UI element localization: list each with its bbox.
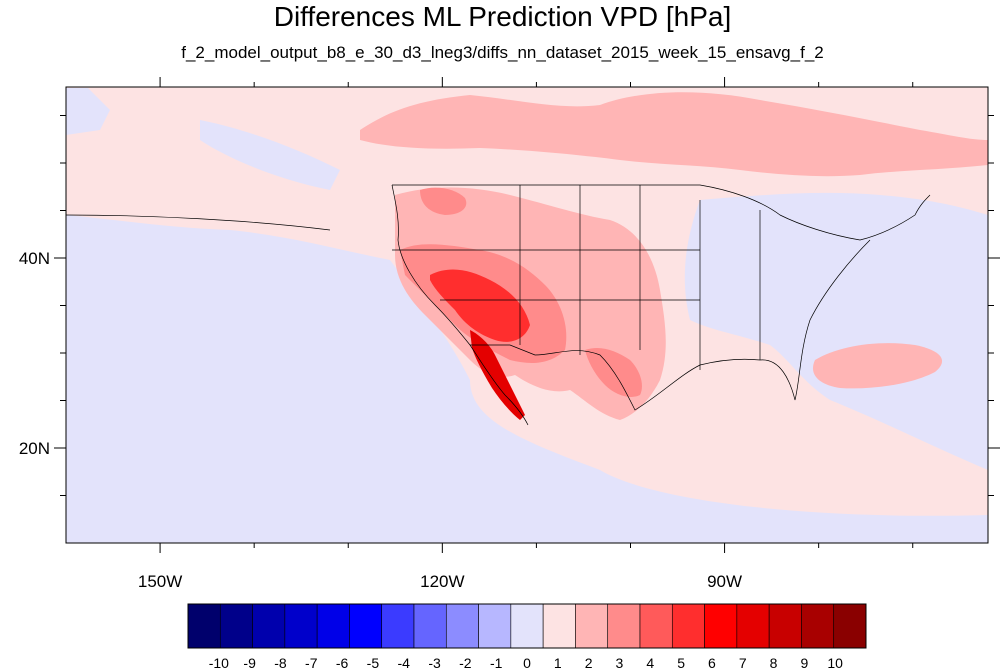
colorbar-label: 9 [800, 655, 808, 671]
colorbar-swatch [671, 603, 705, 649]
colorbar-label: 8 [770, 655, 778, 671]
colorbar-swatch [381, 603, 415, 649]
colorbar-label: -2 [459, 655, 472, 671]
colorbar-label: 6 [708, 655, 716, 671]
colorbar-label: 2 [585, 655, 593, 671]
colorbar-swatch [639, 603, 673, 649]
colorbar-swatch [833, 603, 867, 649]
political-boundaries [66, 184, 931, 426]
colorbar-label: -1 [490, 655, 503, 671]
y-tick-label: 20N [19, 439, 50, 458]
y-tick-label: 40N [19, 249, 50, 268]
map-frame [65, 86, 989, 544]
pacific-negative-region [66, 88, 110, 135]
colorbar-swatch [704, 603, 738, 649]
colorbar-label: 3 [616, 655, 624, 671]
colorbar-swatch [413, 603, 447, 649]
map-title: Differences ML Prediction VPD [hPa] [273, 1, 732, 32]
colorbar-swatch [607, 603, 641, 649]
colorbar-label: 7 [739, 655, 747, 671]
colorbar-label: -8 [274, 655, 287, 671]
colorbar-label: -7 [305, 655, 318, 671]
map-subtitle: f_2_model_output_b8_e_30_d3_lneg3/diffs_… [181, 43, 824, 62]
x-tick-label: 90W [707, 572, 742, 591]
colorbar-swatch [510, 603, 544, 649]
colorbar-label: 0 [523, 655, 531, 671]
colorbar-label: -6 [336, 655, 349, 671]
colorbar-swatch [768, 603, 802, 649]
colorbar-swatch [445, 603, 479, 649]
colorbar-swatch [219, 603, 253, 649]
colorbar-label: -5 [367, 655, 380, 671]
colorbar: -10 -9 -8 -7 -6 -5 -4 -3 -2 -1 0 1 2 3 4 5 6 7 8 9 10 [187, 603, 867, 671]
axis-tick-labels: 150W 120W 90W 40N 20N [19, 249, 742, 591]
colorbar-swatch [575, 603, 609, 649]
colorbar-frame [187, 603, 867, 649]
colorbar-label: 1 [554, 655, 562, 671]
colorbar-label: -3 [428, 655, 441, 671]
colorbar-swatch [316, 603, 350, 649]
colorbar-swatch [187, 603, 221, 649]
colorbar-swatch [801, 603, 835, 649]
colorbar-label: -9 [243, 655, 256, 671]
texas-anomaly-region [585, 348, 642, 397]
east-us-negative-region [684, 192, 988, 470]
colorbar-label: 4 [646, 655, 654, 671]
colorbar-label: -4 [398, 655, 411, 671]
colorbar-label: -10 [209, 655, 229, 671]
colorbar-swatch [349, 603, 383, 649]
southwest-core-region [430, 269, 530, 342]
pacific-negative-region [200, 120, 340, 190]
colorbar-label: 10 [827, 655, 843, 671]
atlantic-positive-patch-region [812, 343, 943, 389]
pacific-northwest-anomaly-region [420, 187, 467, 215]
canada-warm-band-region [360, 92, 988, 177]
baja-core-region [470, 330, 525, 420]
axis-ticks [54, 77, 1000, 553]
x-tick-label: 150W [138, 572, 182, 591]
colorbar-label: 5 [677, 655, 685, 671]
pacific-negative-region [66, 215, 988, 543]
colorbar-swatch [284, 603, 318, 649]
colorbar-swatch [478, 603, 512, 649]
colorbar-swatch [542, 603, 576, 649]
colorbar-swatch [252, 603, 286, 649]
colorbar-swatch [736, 603, 770, 649]
x-tick-label: 120W [420, 572, 464, 591]
